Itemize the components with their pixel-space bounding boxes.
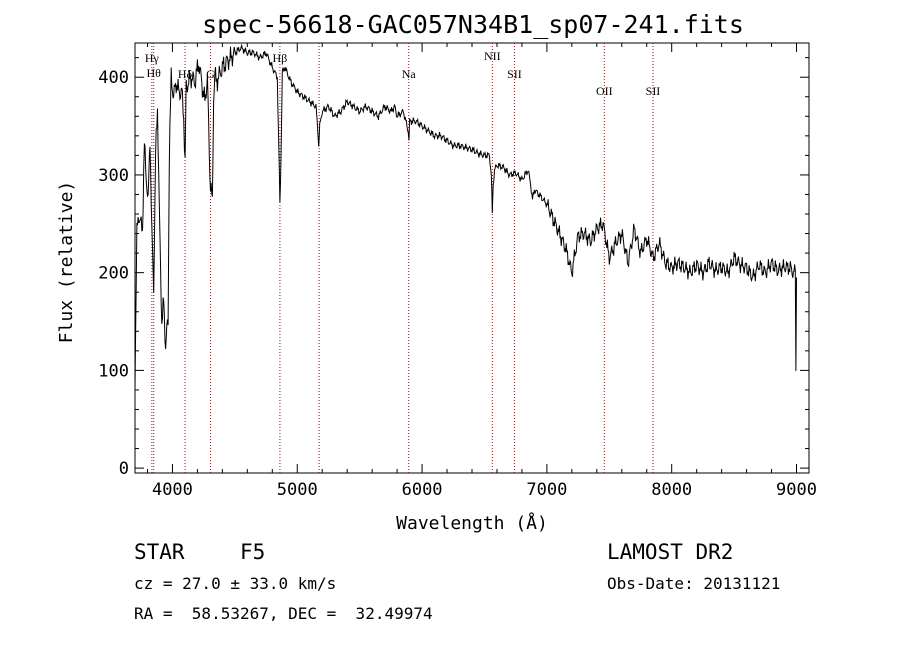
x-tick-label: 9000 (776, 480, 817, 500)
x-tick-label: 5000 (277, 480, 318, 500)
object-subclass: F5 (240, 540, 266, 564)
spectral-line-label: OII (596, 84, 613, 98)
spectral-line-label: SII (507, 67, 522, 81)
spectral-line-label: Hθ (147, 66, 162, 80)
spectral-line-label: Hβ (273, 51, 288, 65)
spectral-line-label: NII (484, 49, 501, 63)
x-tick-label: 7000 (526, 480, 567, 500)
plot-frame (134, 42, 810, 474)
spectral-line-label: G (206, 67, 215, 81)
y-tick-label: 400 (98, 68, 129, 88)
x-tick-label: 4000 (152, 480, 193, 500)
y-tick-label: 300 (98, 166, 129, 186)
y-axis-label: Flux (relative) (56, 181, 77, 344)
spectral-line-label: SII (646, 84, 661, 98)
redshift-text: cz = 27.0 ± 33.0 km/s (134, 574, 337, 593)
y-tick-label: 0 (119, 459, 129, 479)
chart-title: spec-56618-GAC057N34B1_sp07-241.fits (202, 10, 744, 39)
x-tick-label: 6000 (402, 480, 443, 500)
obs-date: Obs-Date: 20131121 (607, 574, 781, 593)
object-class: STAR (134, 540, 185, 564)
coordinates: RA = 58.53267, DEC = 32.49974 (134, 604, 433, 623)
y-tick-label: 100 (98, 361, 129, 381)
spectral-line-label: Na (402, 67, 417, 81)
y-tick-label: 200 (98, 264, 129, 284)
spectrum-line (134, 43, 797, 390)
spectral-line-label: Hγ (145, 51, 160, 65)
x-axis-label: Wavelength (Å) (396, 512, 548, 534)
axis-ticks: 4000 5000 6000 7000 8000 9000 0 100 200 300 400 (98, 43, 817, 500)
x-tick-label: 8000 (651, 480, 692, 500)
survey-name: LAMOST DR2 (607, 540, 734, 564)
